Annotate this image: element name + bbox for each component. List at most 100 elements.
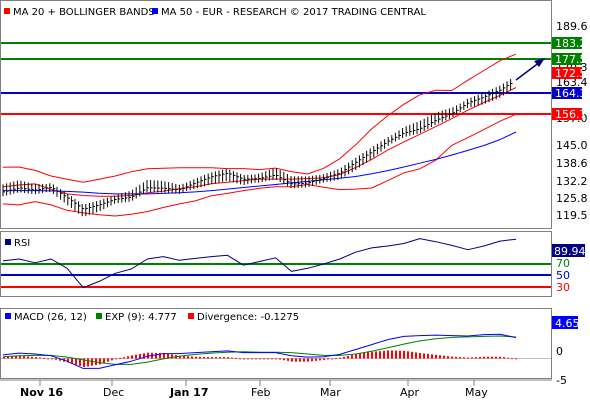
macd-legend-swatch	[5, 313, 11, 319]
divergence-bar	[11, 356, 13, 359]
divergence-bar	[387, 350, 389, 359]
divergence-bar	[411, 351, 413, 359]
divergence-bar	[355, 354, 357, 359]
rsi-line	[2, 238, 517, 289]
x-axis-label: Dec	[103, 386, 124, 399]
divergence-bar	[507, 357, 509, 359]
divergence-bar	[131, 355, 133, 359]
divergence-bar	[139, 354, 141, 359]
divergence-bar	[327, 358, 329, 360]
divergence-bar	[467, 357, 469, 359]
rsi-panel-frame	[0, 231, 552, 297]
x-axis-label: Apr	[400, 386, 420, 399]
divergence-bar	[35, 357, 37, 359]
divergence-bar	[451, 356, 453, 359]
macd-value-label: 4.65	[555, 317, 580, 330]
rsi-value-label: 89.94	[554, 245, 586, 258]
level-164-label: 164.3	[555, 87, 587, 100]
divergence-bar	[259, 358, 261, 360]
divergence-bar	[235, 358, 237, 360]
divergence-bar	[323, 358, 325, 360]
divergence-bar	[379, 351, 381, 359]
divergence-bar	[351, 355, 353, 359]
divergence-legend-swatch	[188, 313, 194, 319]
divergence-bar	[463, 357, 465, 359]
divergence-bar	[343, 356, 345, 359]
x-axis-label: Feb	[251, 386, 270, 399]
divergence-bar	[187, 356, 189, 359]
divergence-bar	[191, 356, 193, 359]
divergence-bar	[211, 357, 213, 359]
divergence-bar	[231, 357, 233, 359]
price-tick-label: 189.6	[556, 20, 588, 33]
divergence-bar	[31, 356, 33, 359]
rsi-tick-label: 30	[556, 281, 570, 294]
divergence-bar	[311, 358, 313, 362]
divergence-bar	[471, 357, 473, 359]
divergence-bar	[3, 356, 5, 359]
level-172-label: 172.5	[555, 67, 587, 80]
divergence-bar	[443, 355, 445, 359]
divergence-bar	[347, 355, 349, 359]
macd-panel-frame	[0, 308, 552, 379]
divergence-bar	[19, 355, 21, 359]
divergence-bar	[447, 356, 449, 359]
divergence-bar	[427, 353, 429, 359]
divergence-bar	[367, 352, 369, 359]
price-panel-frame	[0, 0, 552, 229]
level-183-label: 183.2	[555, 37, 587, 50]
divergence-bar	[183, 356, 185, 359]
divergence-bar	[499, 356, 501, 359]
price-tick-label: 163.4	[556, 76, 588, 89]
x-axis-label: Nov 16	[20, 386, 63, 399]
divergence-bar	[319, 358, 321, 361]
divergence-bar	[331, 358, 333, 360]
divergence-bar	[51, 358, 53, 360]
divergence-bar	[55, 358, 57, 360]
divergence-bar	[503, 357, 505, 359]
divergence-bar	[271, 358, 273, 360]
divergence-bar	[127, 356, 129, 359]
divergence-bar	[247, 358, 249, 360]
divergence-bar	[455, 356, 457, 359]
divergence-bar	[415, 352, 417, 359]
divergence-bar	[295, 358, 297, 362]
rsi-tick-label: 50	[556, 269, 570, 282]
level-172-tag	[552, 67, 582, 79]
divergence-bar	[147, 352, 149, 359]
divergence-bar	[123, 357, 125, 359]
divergence-bar	[283, 358, 285, 361]
divergence-bar	[167, 353, 169, 359]
divergence-bar	[91, 358, 93, 366]
divergence-bar	[335, 358, 337, 360]
ma20-legend-swatch	[4, 8, 10, 14]
divergence-bar	[87, 358, 89, 367]
x-axis-label: Mar	[320, 386, 341, 399]
rsi-legend-swatch	[5, 239, 11, 245]
divergence-bar	[67, 358, 69, 363]
divergence-bar	[395, 350, 397, 359]
divergence-bar	[275, 358, 277, 360]
divergence-bar	[303, 358, 305, 362]
divergence-bar	[391, 350, 393, 359]
divergence-bar	[403, 350, 405, 359]
ma20-legend-label: MA 20 + BOLLINGER BANDS	[13, 7, 155, 18]
divergence-bar	[307, 358, 309, 362]
divergence-bar	[279, 358, 281, 360]
divergence-bar	[107, 358, 109, 362]
macd-legend-label: MACD (26, 12)	[14, 312, 87, 323]
divergence-bar	[251, 358, 253, 360]
divergence-bar	[15, 356, 17, 359]
macd-tick-label: -5	[556, 374, 567, 387]
divergence-bar	[199, 356, 201, 359]
level-156-label: 156.7	[555, 108, 587, 121]
divergence-bar	[359, 353, 361, 359]
divergence-bar	[119, 358, 121, 359]
divergence-bar	[207, 357, 209, 359]
divergence-bar	[215, 357, 217, 359]
divergence-bar	[515, 358, 517, 360]
divergence-bar	[115, 358, 117, 360]
divergence-bar	[75, 358, 77, 365]
